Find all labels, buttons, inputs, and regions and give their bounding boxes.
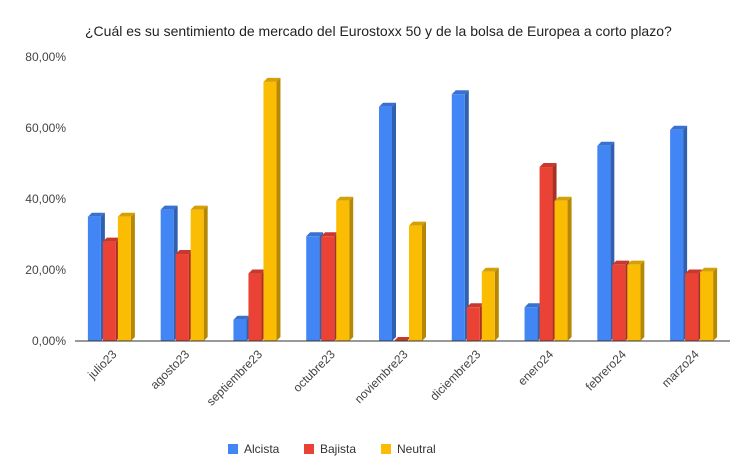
legend-item-alcista: Alcista — [228, 442, 280, 456]
bar-alcista-febrero24 — [597, 141, 615, 341]
y-tick-label: 20,00% — [25, 263, 66, 277]
chart-title: ¿Cuál es su sentimiento de mercado del E… — [85, 23, 672, 39]
x-tick-label: septiembre23 — [204, 347, 266, 409]
legend-swatch — [381, 444, 391, 454]
x-tick-label: julio23 — [84, 347, 119, 382]
x-tick-label: octubre23 — [290, 347, 338, 395]
x-tick-label: noviembre23 — [352, 347, 411, 406]
x-tick-label: diciembre23 — [427, 347, 483, 403]
y-tick-label: 40,00% — [25, 192, 66, 206]
legend-swatch — [228, 444, 238, 454]
legend: Alcista Bajista Neutral — [228, 442, 436, 456]
bar-neutral-febrero24 — [627, 260, 645, 341]
bar-neutral-octubre23 — [336, 196, 354, 341]
bar-alcista-noviembre23 — [379, 102, 396, 341]
bar-neutral-julio23 — [117, 212, 135, 341]
legend-label: Alcista — [244, 442, 280, 456]
bar-bajista-julio23 — [102, 237, 120, 341]
bar-bajista-octubre23 — [321, 232, 339, 341]
legend-item-bajista: Bajista — [304, 442, 356, 456]
legend-label: Neutral — [397, 442, 436, 456]
bar-bajista-septiembre23 — [248, 269, 266, 341]
bar-alcista-agosto23 — [160, 205, 178, 341]
legend-item-neutral: Neutral — [381, 442, 436, 456]
y-tick-label: 60,00% — [25, 121, 66, 135]
x-tick-label: agosto23 — [147, 347, 192, 392]
bar-neutral-enero24 — [554, 196, 572, 341]
x-tick-label: febrero24 — [583, 347, 629, 393]
bar-alcista-octubre23 — [306, 232, 324, 341]
bar-bajista-diciembre23 — [466, 303, 484, 341]
bars — [87, 77, 718, 342]
bar-alcista-enero24 — [524, 303, 542, 341]
bar-neutral-noviembre23 — [409, 221, 426, 341]
bar-bajista-febrero24 — [612, 260, 630, 341]
y-axis: 0,00% 20,00% 40,00% 60,00% 80,00% — [25, 50, 66, 348]
bar-neutral-marzo24 — [700, 267, 718, 341]
bar-neutral-diciembre23 — [481, 267, 499, 341]
legend-swatch — [304, 444, 314, 454]
bar-bajista-marzo24 — [685, 269, 703, 341]
bar-bajista-enero24 — [539, 163, 557, 341]
x-axis: julio23 agosto23 septiembre23 octubre23 novi… — [84, 347, 702, 409]
bar-bajista-noviembre23 — [394, 337, 411, 341]
bar-alcista-marzo24 — [670, 125, 688, 342]
bar-bajista-agosto23 — [175, 250, 193, 341]
bar-neutral-septiembre23 — [263, 77, 281, 341]
y-tick-label: 80,00% — [25, 50, 66, 64]
bar-neutral-agosto23 — [190, 205, 208, 341]
bar-alcista-julio23 — [87, 212, 105, 341]
legend-label: Bajista — [320, 442, 356, 456]
bar-alcista-diciembre23 — [451, 90, 469, 342]
bar-alcista-septiembre23 — [233, 315, 251, 341]
x-tick-label: marzo24 — [659, 347, 702, 390]
x-tick-label: enero24 — [515, 347, 556, 388]
y-tick-label: 0,00% — [32, 334, 66, 348]
